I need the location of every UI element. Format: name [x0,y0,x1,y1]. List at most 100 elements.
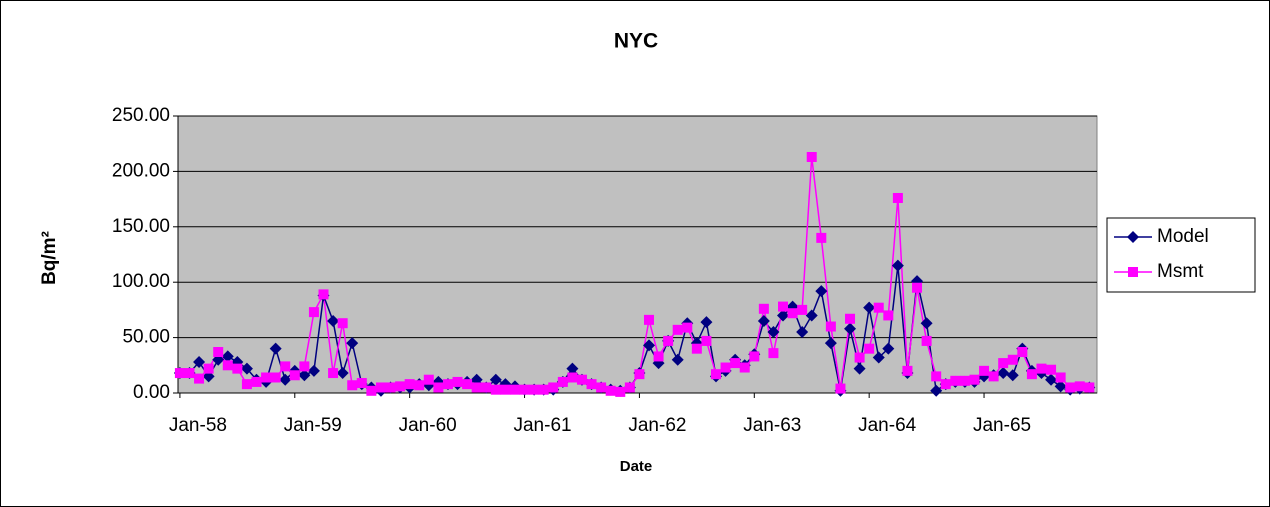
data-point [969,374,980,385]
x-tick-label: Jan-61 [513,415,571,436]
data-point [184,368,195,379]
data-point [1045,373,1058,386]
data-point [642,339,655,352]
chart-title: NYC [614,30,658,53]
data-point [671,353,684,366]
data-point [1065,382,1076,393]
data-point [959,375,970,386]
data-point [299,361,310,372]
y-tick-label: 50.00 [122,327,170,348]
data-point [356,378,367,389]
data-point [605,385,616,396]
data-point [797,304,808,315]
x-axis-title: Date [620,458,653,475]
data-point [452,376,463,387]
data-point [442,379,453,390]
data-point [221,350,234,363]
data-point [1036,363,1047,374]
legend-label: Model [1157,226,1209,247]
data-point [261,372,272,383]
data-point [1007,354,1018,365]
data-point [586,379,597,390]
data-point [643,314,654,325]
data-point [920,317,933,330]
data-point [193,355,206,368]
data-point [433,382,444,393]
data-point [423,374,434,385]
data-point [366,385,377,396]
data-point [1074,381,1085,392]
data-point [815,285,828,298]
data-point [347,380,358,391]
data-point [1017,347,1028,358]
data-point [576,374,587,385]
data-point [892,192,903,203]
data-point [663,335,674,346]
x-tick-label: Jan-62 [628,415,686,436]
legend-box [1106,217,1256,293]
y-tick-label: 200.00 [112,160,170,181]
data-point [940,379,951,390]
data-point [1006,369,1019,382]
data-point [307,364,320,377]
data-point [902,365,913,376]
data-point [1026,369,1037,380]
data-point [279,373,292,386]
data-point [778,301,789,312]
data-point [682,322,693,333]
data-point [269,342,282,355]
x-tick-label: Jan-59 [284,415,342,436]
data-point [404,379,415,390]
data-point [749,351,760,362]
data-point [213,347,224,358]
data-point [529,384,540,395]
data-point [998,358,1009,369]
y-tick-label: 150.00 [112,216,170,237]
data-point [768,348,779,359]
data-point [979,365,990,376]
plot-area [177,115,1098,394]
data-point [327,314,340,327]
data-point [1054,380,1067,393]
data-point [174,368,185,379]
data-point [720,362,731,373]
data-point [567,372,578,383]
data-point [853,362,866,375]
legend-marker [1127,231,1139,243]
data-point [509,384,520,395]
data-point [835,383,846,394]
data-point [385,382,396,393]
data-point [700,316,713,329]
data-point [336,367,349,380]
data-point [337,318,348,329]
legend-marker [1128,267,1138,277]
data-point [844,322,857,335]
data-point [251,376,262,387]
data-point [490,384,501,395]
data-point [891,259,904,272]
legend-label: Msmt [1157,261,1204,282]
x-tick-label: Jan-58 [169,415,227,436]
data-point [232,363,243,374]
data-point [289,370,300,381]
data-point [1046,364,1057,375]
data-point [270,372,281,383]
data-point [739,362,750,373]
data-point [500,384,511,395]
data-point [796,326,809,339]
data-point [280,361,291,372]
data-point [346,337,359,350]
data-point [653,351,664,362]
data-point [854,352,865,363]
data-point [624,382,635,393]
data-point [519,384,530,395]
x-tick-label: Jan-60 [399,415,457,436]
data-point [882,342,895,355]
data-point [194,373,205,384]
data-point [634,369,645,380]
data-point [566,362,579,375]
data-point [988,371,999,382]
data-point [758,303,769,314]
data-point [950,375,961,386]
data-point [1055,372,1066,383]
